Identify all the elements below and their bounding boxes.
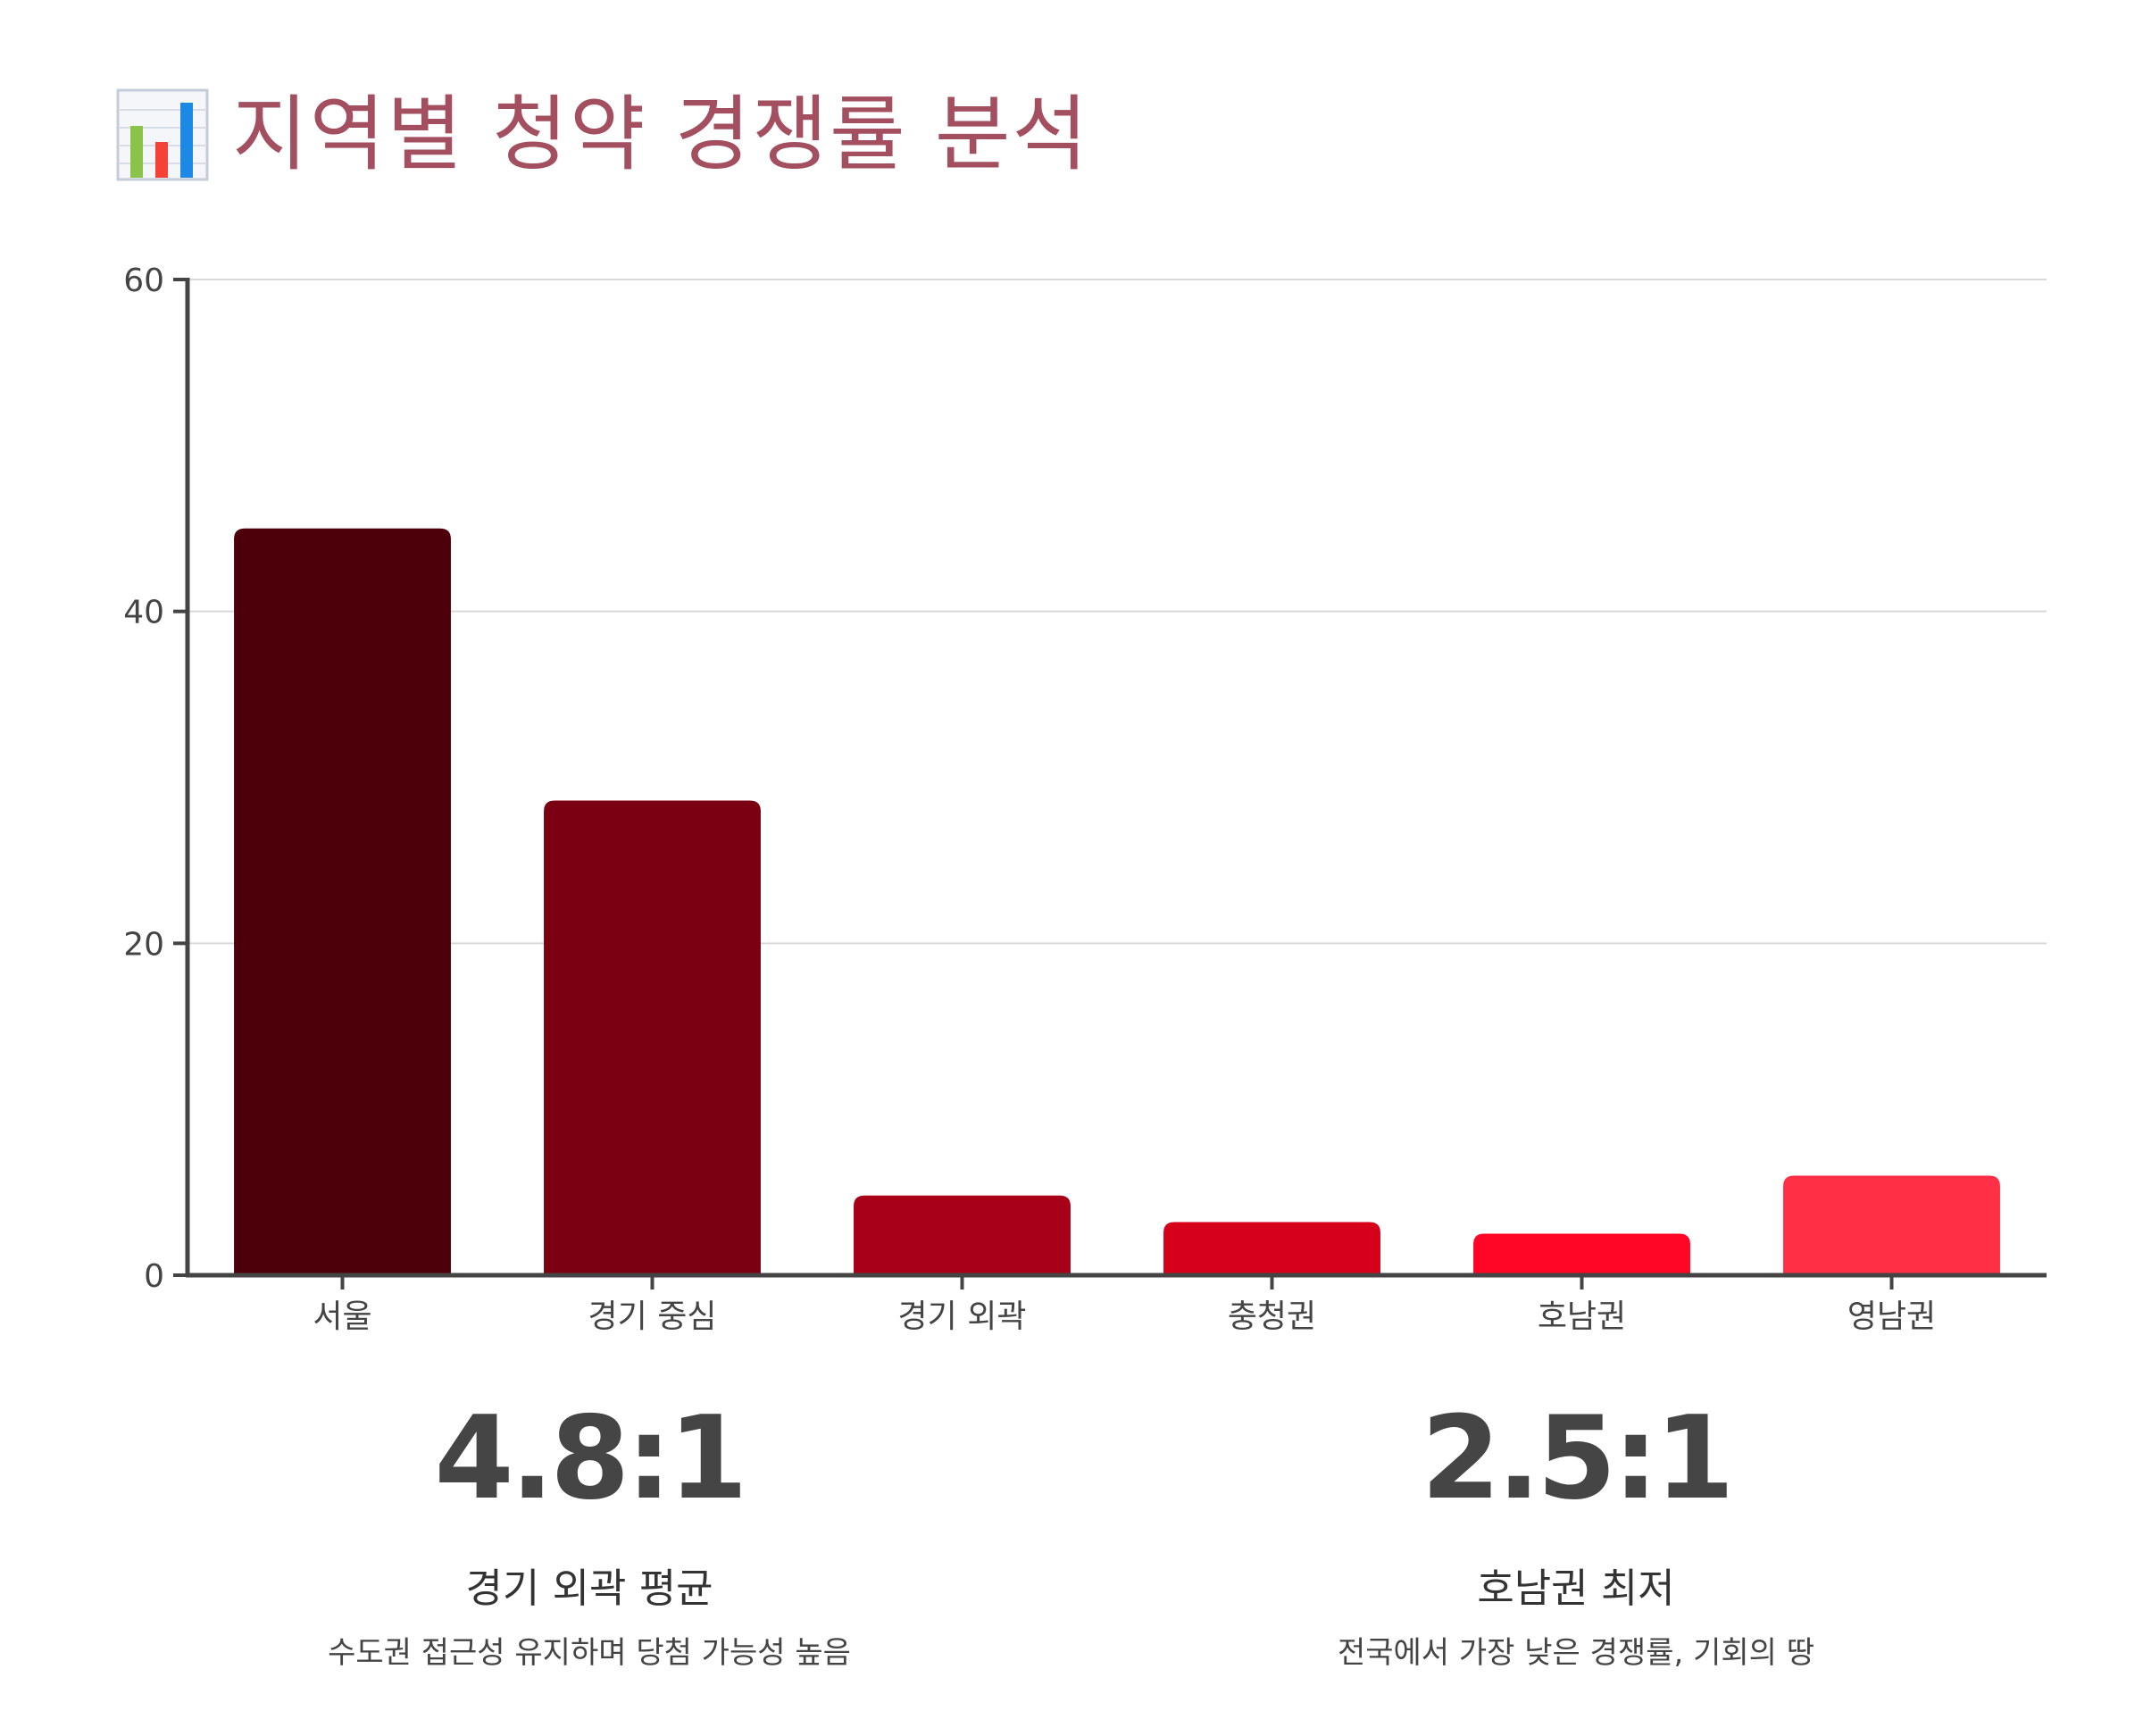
x-tick-label: 호남권 [1538,1298,1626,1335]
stat-card: 2.5:1 호남권 최저 전국에서 가장 낮은 경쟁률, 기회의 땅 [1130,1402,2022,1673]
stat-label: 경기 외곽 평균 [465,1565,713,1612]
x-tick-label: 경기 중심 [588,1298,717,1335]
stat-description: 전국에서 가장 낮은 경쟁률, 기회의 땅 [1337,1635,1815,1671]
x-tick-label: 서울 [313,1298,371,1335]
chart-axes [185,278,2047,1278]
x-tick-label: 충청권 [1228,1298,1316,1335]
bar [854,1195,1071,1275]
stat-description: 수도권 접근성 유지하며 당첨 가능성 높음 [328,1635,851,1671]
y-tick-label: 60 [123,263,164,299]
y-tick-label: 0 [144,1258,164,1295]
bar [234,528,451,1275]
stat-value: 2.5:1 [1421,1392,1735,1525]
bar-chart-icon [116,88,209,181]
chart-ticks: 0 20 40 60 서울 경기 중심 경기 외곽 충청권 호남권 영남권 [123,263,1936,1335]
bar-chart: 0 20 40 60 서울 경기 중심 경기 외곽 충청권 호남권 영남권 [123,263,2047,1335]
chart-header: 지역별 청약 경쟁률 분석 [116,86,1089,184]
stat-card: 4.8:1 경기 외곽 평균 수도권 접근성 유지하며 당첨 가능성 높음 [143,1402,1036,1673]
x-tick-label: 경기 외곽 [898,1298,1027,1335]
bar [544,800,761,1275]
stat-label: 호남권 최저 [1477,1565,1675,1612]
stat-value: 4.8:1 [434,1392,748,1525]
y-tick-label: 20 [123,926,164,963]
bar [1473,1233,1690,1275]
page-title: 지역별 청약 경쟁률 분석 [232,87,1090,182]
x-tick-label: 영남권 [1847,1298,1936,1335]
chart-gridlines [188,279,2047,945]
y-tick-label: 40 [123,595,164,631]
bar [1163,1222,1380,1275]
bar [1783,1175,2000,1275]
chart-bars [234,528,2000,1275]
